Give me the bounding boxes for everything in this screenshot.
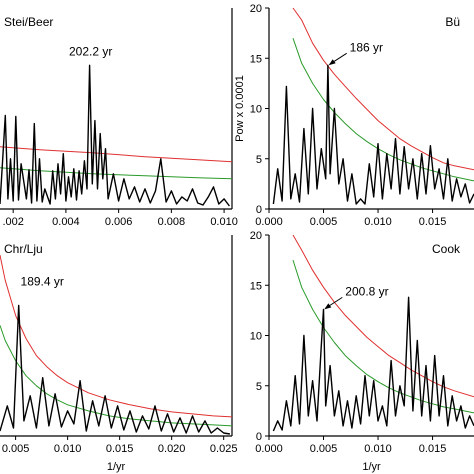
x-tick-label: 0.010 <box>364 216 392 228</box>
y-tick-label: 10 <box>250 104 262 116</box>
y-tick-label: 10 <box>250 331 262 343</box>
panel-label: Chr/Lju <box>4 242 43 256</box>
y-tick-label: 15 <box>250 280 262 292</box>
x-tick-label: 0.010 <box>364 443 392 455</box>
x-tick-label: 0.015 <box>106 443 134 455</box>
y-tick-label: 5 <box>256 154 262 166</box>
peak-annotation-label: 200.8 yr <box>345 284 388 298</box>
x-tick-label: 0.005 <box>310 443 338 455</box>
panel-label: Stei/Beer <box>4 15 53 29</box>
annotation-arrowhead <box>324 303 332 310</box>
panel-label: Cook <box>432 242 461 256</box>
x-tick-label: 0.000 <box>255 443 283 455</box>
x-tick-label: 0.004 <box>52 216 80 228</box>
x-tick-label: 0.015 <box>419 443 447 455</box>
green-threshold-line <box>0 167 233 180</box>
power-spectrum-line <box>272 64 474 205</box>
power-spectrum-line <box>0 64 230 207</box>
x-tick-label: 0.005 <box>2 443 30 455</box>
x-tick-label: 0.020 <box>158 443 186 455</box>
x-axis-title: 1/yr <box>362 461 381 473</box>
peak-annotation-label: 186 yr <box>350 40 383 54</box>
x-tick-label: 0.010 <box>210 216 238 228</box>
panel-cook: 0.000 0.005 0.010 0.015 0 5 10 15 20 1/yr Cook 200.… <box>250 230 474 473</box>
x-axis-title: 1/yr <box>107 461 126 473</box>
annotation-arrowhead <box>328 59 336 66</box>
panel-bu: 0.000 0.005 0.010 0.015 0 5 10 15 20 Pow x 0.0001… <box>234 3 474 228</box>
x-tick-label: 0.005 <box>310 216 338 228</box>
panel-chr-lju: 0.005 0.010 0.015 0.020 0.025 1/yr Chr/Lju 189.… <box>0 235 237 473</box>
x-tick-label: .002 <box>2 216 23 228</box>
y-axis-title: Pow x 0.0001 <box>234 75 246 142</box>
peak-annotation-label: 189.4 yr <box>21 274 64 288</box>
power-spectrum-line <box>0 304 231 435</box>
green-threshold-line <box>292 259 474 414</box>
x-tick-label: 0.015 <box>419 216 447 228</box>
panel-label: Bü <box>445 15 460 29</box>
y-tick-label: 20 <box>250 3 262 15</box>
red-threshold-line <box>292 7 474 171</box>
x-tick-label: 0.006 <box>105 216 133 228</box>
panel-stei-beer: .002 0.004 0.006 0.008 0.010 Stei/Beer 202.2 y… <box>0 8 238 228</box>
peak-annotation-label: 202.2 yr <box>69 44 112 58</box>
x-tick-label: 0.000 <box>255 216 283 228</box>
y-tick-label: 20 <box>250 230 262 242</box>
y-tick-label: 0 <box>256 431 262 443</box>
x-tick-label: 0.008 <box>158 216 186 228</box>
y-tick-label: 15 <box>250 53 262 65</box>
red-threshold-line <box>0 254 233 418</box>
x-tick-label: 0.010 <box>54 443 82 455</box>
y-tick-label: 5 <box>256 381 262 393</box>
y-tick-label: 0 <box>256 204 262 216</box>
power-spectrum-line <box>272 296 474 432</box>
x-tick-label: 0.025 <box>210 443 238 455</box>
